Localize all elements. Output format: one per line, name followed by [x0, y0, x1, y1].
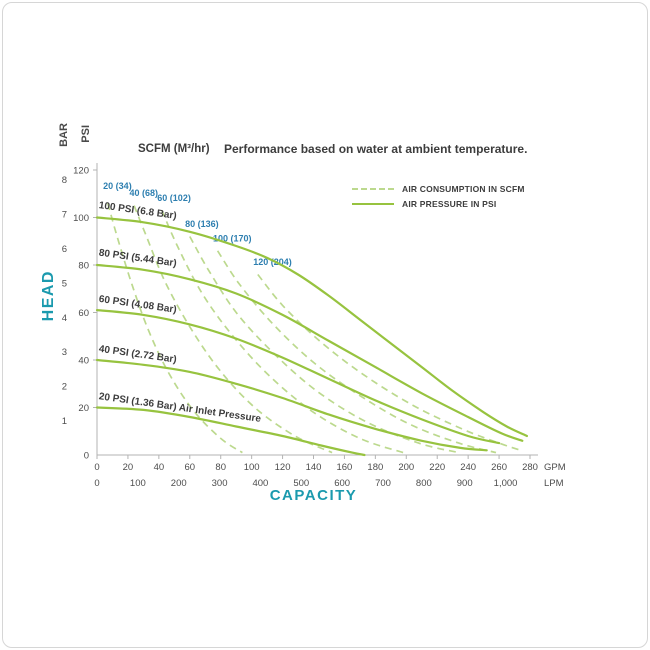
bar-tick-label: 6 [62, 244, 67, 255]
gpm-tick-label: 240 [460, 462, 476, 473]
gpm-tick-label: 80 [215, 462, 226, 473]
bar-tick-label: 7 [62, 209, 67, 220]
consumption-curve-60scfm [161, 210, 404, 454]
bar-tick-label: 4 [62, 313, 67, 324]
consumption-curve-80scfm [189, 236, 460, 454]
consumption-curve-label: 100 (170) [213, 233, 252, 243]
bar-tick-label: 3 [62, 347, 67, 358]
pressure-curve-60psi [95, 309, 501, 445]
bar-tick-label: 5 [62, 278, 67, 289]
psi-tick-label: 20 [78, 403, 89, 414]
gpm-tick-label: 140 [306, 462, 322, 473]
bar-tick-label: 2 [62, 382, 67, 393]
pressure-curve-40psi [95, 358, 488, 452]
legend-item-air-pressure: AIR PRESSURE IN PSI [352, 197, 525, 210]
pressure-curve-80psi [95, 263, 524, 442]
bar-tick-label: 8 [62, 175, 67, 186]
bar-tick-label: 1 [62, 416, 67, 427]
legend-item-air-consumption: AIR CONSUMPTION IN SCFM [352, 182, 525, 195]
lpm-tick-label: 700 [375, 478, 391, 489]
lpm-tick-label: 600 [334, 478, 350, 489]
lpm-tick-label: 400 [252, 478, 268, 489]
pressure-curve-100psi [95, 216, 528, 438]
gpm-tick-label: 40 [154, 462, 165, 473]
lpm-tick-label: 500 [293, 478, 309, 489]
gpm-tick-label: 100 [244, 462, 260, 473]
psi-tick-label: 80 [78, 261, 89, 272]
consumption-curve-20scfm [106, 203, 243, 454]
lpm-tick-label: 200 [171, 478, 187, 489]
chart-title: Performance based on water at ambient te… [224, 142, 528, 156]
consumption-curve-label: 60 (102) [157, 193, 191, 203]
psi-tick-label: 120 [73, 166, 89, 177]
psi-tick-label: 0 [84, 451, 89, 462]
consumption-curve-label: 40 (68) [129, 188, 158, 198]
pressure-curve-20psi [95, 406, 366, 457]
solid-line-sample [352, 202, 394, 205]
consumption-curve-120scfm [257, 273, 521, 452]
lpm-tick-label: 800 [416, 478, 432, 489]
gpm-tick-label: 120 [275, 462, 291, 473]
scfm-axis-unit-label: SCFM (M³/hr) [138, 143, 210, 155]
psi-tick-label: 100 [73, 213, 89, 224]
gpm-tick-label: 160 [336, 462, 352, 473]
consumption-curve-label: 20 (34) [103, 181, 132, 191]
lpm-tick-label: 0 [94, 478, 99, 489]
gpm-tick-label: 60 [184, 462, 195, 473]
gpm-tick-label: 200 [398, 462, 414, 473]
dashed-line-sample [352, 187, 394, 190]
lpm-tick-label: 300 [212, 478, 228, 489]
legend-label: AIR PRESSURE IN PSI [402, 198, 497, 209]
gpm-tick-label: 260 [491, 462, 507, 473]
gpm-tick-label: 280 [522, 462, 538, 473]
pressure-curve-label: 60 PSI (4.08 Bar) [98, 294, 177, 316]
gpm-tick-label: 20 [123, 462, 134, 473]
psi-tick-label: 40 [78, 356, 89, 367]
gpm-tick-label: 0 [94, 462, 99, 473]
legend-label: AIR CONSUMPTION IN SCFM [402, 183, 525, 194]
consumption-curve-label: 80 (136) [185, 219, 219, 229]
lpm-tick-label: 900 [457, 478, 473, 489]
psi-tick-label: 60 [78, 308, 89, 319]
lpm-tick-label: 100 [130, 478, 146, 489]
consumption-curve-label: 120 (204) [253, 257, 292, 267]
lpm-unit-label: LPM [544, 478, 564, 489]
lpm-tick-label: 1,000 [494, 478, 518, 489]
gpm-tick-label: 180 [367, 462, 383, 473]
consumption-curve-40scfm [133, 205, 333, 454]
gpm-tick-label: 220 [429, 462, 445, 473]
gpm-unit-label: GPM [544, 462, 566, 473]
legend: AIR CONSUMPTION IN SCFM AIR PRESSURE IN … [352, 182, 525, 212]
x-axis-title-capacity: CAPACITY [269, 487, 358, 504]
